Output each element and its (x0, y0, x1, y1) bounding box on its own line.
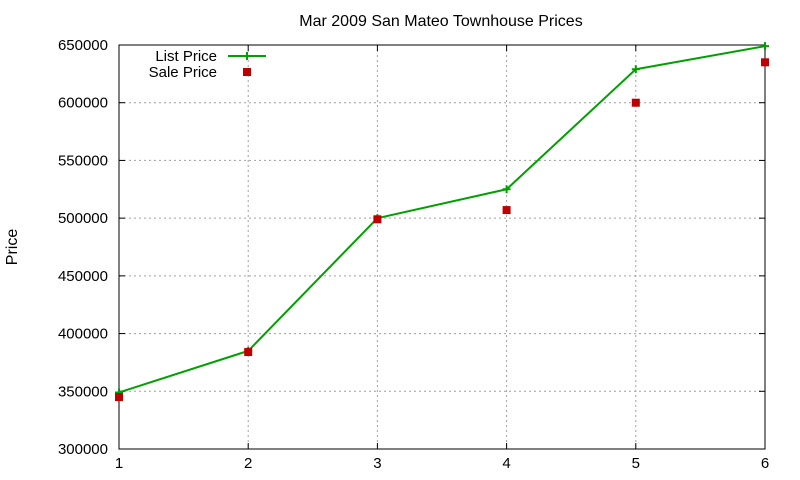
data-point (244, 348, 253, 357)
data-point (761, 58, 769, 67)
data-point (115, 393, 123, 402)
x-tick-label: 3 (373, 455, 381, 472)
x-tick-label: 4 (502, 455, 510, 472)
y-tick-label: 600000 (58, 95, 108, 112)
data-point (631, 65, 640, 74)
x-tick-label: 5 (632, 455, 640, 472)
series-0 (115, 42, 769, 397)
chart-title: Mar 2009 San Mateo Townhouse Prices (299, 13, 582, 30)
legend-entry: Sale Price (149, 64, 251, 81)
legend-label: Sale Price (149, 64, 217, 81)
x-tick-label: 2 (244, 455, 252, 472)
data-point (502, 185, 511, 194)
data-point (761, 42, 769, 51)
legend-label: List Price (155, 48, 217, 65)
y-tick-label: 550000 (58, 152, 108, 169)
series-layer (115, 42, 769, 402)
data-point (631, 98, 640, 107)
plot-frame (118, 44, 766, 450)
legend-entry: List Price (155, 48, 266, 65)
y-tick-label: 450000 (58, 268, 108, 285)
x-tick-label: 1 (115, 455, 123, 472)
series-1 (115, 58, 769, 402)
axes: 1 2 3 4 5 6 300000 350000 400000 450000 500000 5500… (58, 37, 769, 472)
grid (119, 45, 765, 449)
legend-marker (243, 52, 251, 60)
data-point (502, 206, 511, 215)
y-tick-label: 350000 (58, 383, 108, 400)
y-tick-label: 300000 (58, 441, 108, 458)
y-axis-label: Price (4, 229, 21, 266)
y-tick-label: 500000 (58, 210, 108, 227)
data-point (373, 215, 382, 224)
y-tick-label: 400000 (58, 326, 108, 343)
series-line (118, 45, 766, 394)
y-tick-label: 650000 (58, 37, 108, 54)
legend-marker (243, 68, 251, 76)
x-tick-label: 6 (761, 455, 769, 472)
